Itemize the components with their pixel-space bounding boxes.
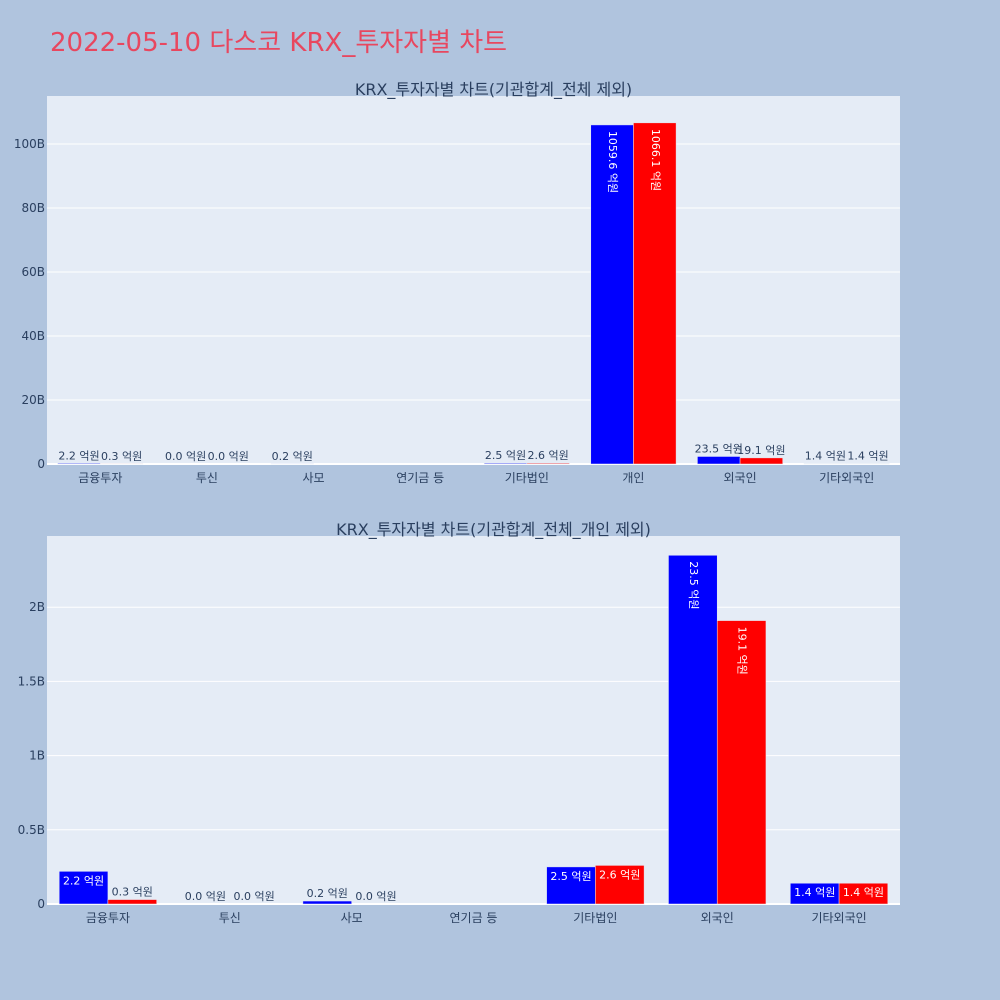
bar-label: 2.5 억원 [550, 870, 591, 883]
x-tick-label: 사모 [303, 471, 325, 485]
x-tick-label: 기타법인 [505, 471, 549, 485]
x-tick-label: 외국인 [701, 911, 734, 925]
x-tick-label: 기타외국인 [811, 911, 866, 925]
bar-label: 1059.6 억원 [606, 131, 619, 193]
bar-label: 0.0 억원 [234, 890, 275, 903]
bar-label: 1.4 억원 [794, 886, 835, 899]
bar [57, 463, 101, 465]
page-title: 2022-05-10 다스코 KRX_투자자별 차트 [50, 28, 508, 58]
bar-label: 0.2 억원 [307, 887, 348, 900]
plot-area [47, 536, 900, 904]
bar [526, 462, 570, 465]
y-tick-label: 20B [21, 393, 45, 407]
bar-label: 2.6 억원 [599, 868, 640, 881]
bar-label: 0.2 억원 [272, 450, 313, 463]
bar [716, 620, 767, 905]
chart-title: KRX_투자자별 차트(기관합계_전체 제외) [355, 80, 632, 100]
bar-label: 0.0 억원 [208, 450, 249, 463]
bar-label: 19.1 억원 [736, 627, 749, 675]
chart-bottom: KRX_투자자별 차트(기관합계_전체_개인 제외) 0 0.5B 1B 1.5B 2B 금… [18, 520, 900, 925]
x-tick-label: 외국인 [724, 471, 757, 485]
bar [302, 900, 352, 905]
y-tick-label: 0.5B [18, 823, 45, 837]
x-tick-label: 기타외국인 [819, 471, 874, 485]
x-tick-label: 투신 [196, 471, 218, 485]
bar-label: 2.2 억원 [63, 874, 104, 887]
bar-label: 0.3 억원 [112, 886, 153, 899]
bar-label: 1.4 억원 [843, 886, 884, 899]
bar [668, 555, 718, 905]
y-tick-label: 100B [14, 137, 45, 151]
bar-label: 0.0 억원 [165, 450, 206, 463]
bar [595, 865, 645, 905]
bar-label: 0.0 억원 [355, 890, 396, 903]
x-tick-label: 기타법인 [573, 911, 617, 925]
y-tick-label: 0 [37, 897, 45, 911]
bar-label: 23.5 억원 [695, 442, 743, 455]
y-tick-label: 60B [21, 265, 45, 279]
x-tick-label: 개인 [622, 471, 644, 485]
x-tick-label: 금융투자 [86, 911, 130, 925]
chart-top: KRX_투자자별 차트(기관합계_전체 제외) 0 20B 40B 60B 80B 100B… [14, 80, 900, 485]
bar-label: 2.2 억원 [58, 449, 99, 462]
bar-label: 2.5 억원 [485, 449, 526, 462]
y-tick-label: 0 [37, 457, 45, 471]
chart-title: KRX_투자자별 차트(기관합계_전체_개인 제외) [336, 520, 651, 540]
y-tick-label: 80B [21, 201, 45, 215]
y-tick-label: 1B [29, 749, 45, 763]
bar-label: 23.5 억원 [687, 561, 700, 609]
bar-label: 1.4 억원 [805, 450, 846, 463]
bar [107, 899, 157, 905]
x-tick-label: 연기금 등 [396, 471, 444, 485]
bar-label: 19.1 억원 [737, 444, 785, 457]
bar [590, 124, 634, 465]
bar-label: 1066.1 억원 [649, 129, 662, 191]
bar [697, 456, 741, 465]
bar-label: 1.4 억원 [847, 450, 888, 463]
bar [58, 871, 109, 905]
bar [546, 866, 596, 905]
x-tick-label: 투신 [219, 911, 241, 925]
x-tick-label: 사모 [341, 911, 363, 925]
bar-label: 2.6 억원 [528, 449, 569, 462]
bar [739, 457, 783, 465]
x-tick-label: 연기금 등 [450, 911, 498, 925]
bar-label: 0.3 억원 [101, 450, 142, 463]
y-tick-label: 2B [29, 600, 45, 614]
y-tick-label: 1.5B [18, 674, 45, 688]
bar [633, 122, 677, 465]
bar-label: 0.0 억원 [185, 890, 226, 903]
x-tick-label: 금융투자 [78, 471, 122, 485]
bar [838, 882, 889, 905]
plot-area [47, 96, 900, 464]
y-tick-label: 40B [21, 329, 45, 343]
bar [483, 462, 528, 465]
